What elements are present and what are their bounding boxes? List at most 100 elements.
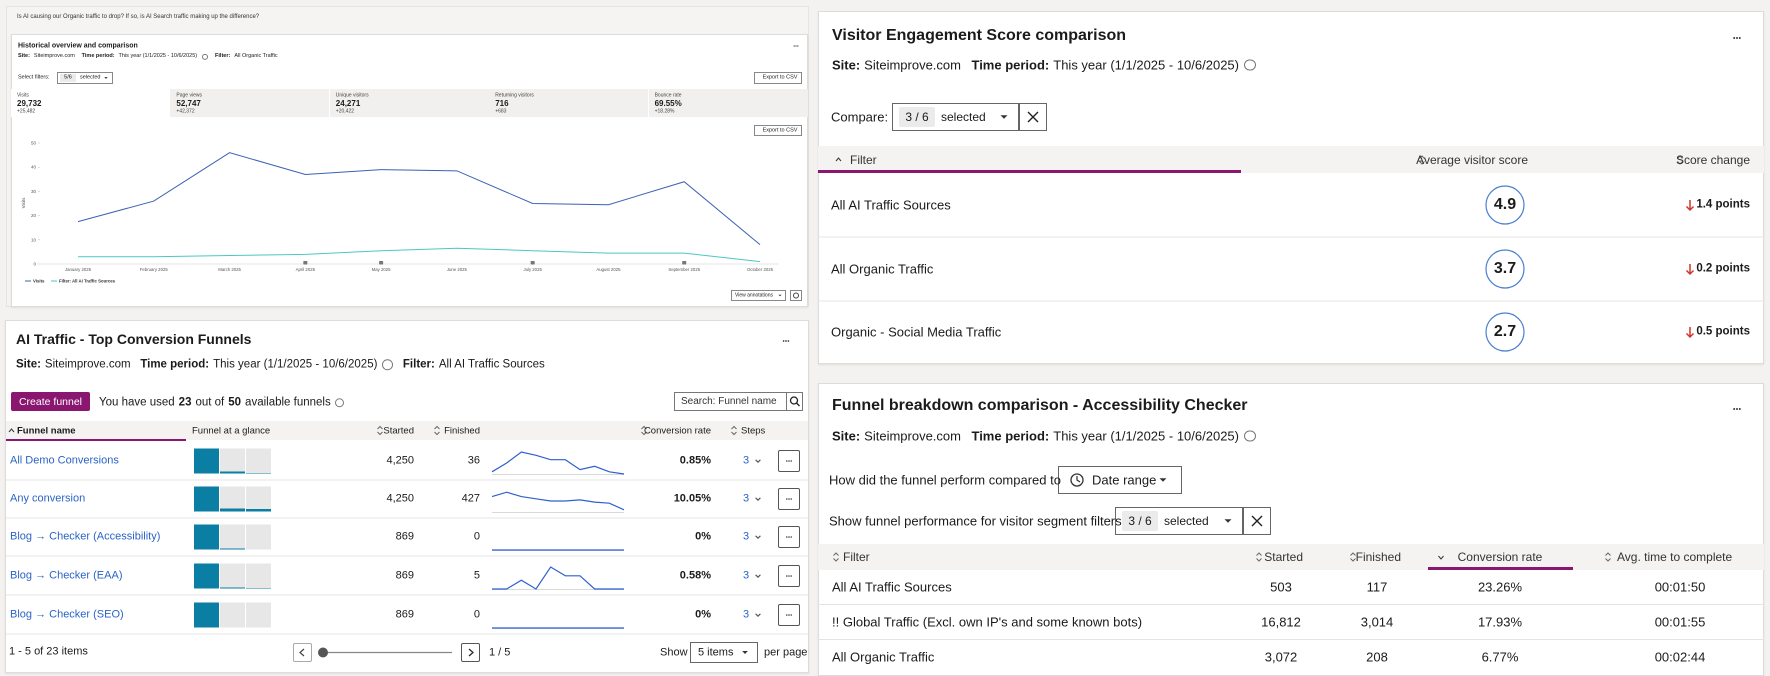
- chevron-icon: [755, 535, 761, 540]
- column-header: Conversion rate: [1457, 550, 1543, 564]
- legend-label: Visits: [33, 279, 45, 284]
- column-header: Score change: [1675, 153, 1750, 167]
- x-tick-label: July 2025: [523, 267, 542, 272]
- create-funnel-button[interactable]: [11, 392, 90, 411]
- breakdown-card: [818, 383, 1764, 676]
- filter-label: Filter:: [402, 358, 435, 371]
- funnel-name-link[interactable]: Any conversion: [10, 492, 86, 505]
- score-change: 0.5 points: [1696, 325, 1750, 338]
- prev-page-button[interactable]: [293, 643, 312, 662]
- glance-track: [246, 524, 271, 550]
- legend-label: Filter: All AI Traffic Sources: [59, 279, 116, 284]
- close-icon: [1251, 515, 1263, 527]
- metric-tile[interactable]: [489, 89, 649, 117]
- total: 50: [228, 396, 242, 409]
- per-page-dropdown[interactable]: [690, 642, 758, 663]
- column-header: Steps: [741, 424, 766, 436]
- sort-icon: [1256, 552, 1262, 562]
- x-tick-label: June 2025: [447, 267, 468, 272]
- menu-dot: [1736, 37, 1738, 39]
- next-page-button[interactable]: [461, 643, 480, 662]
- search-icon: [789, 396, 799, 405]
- funnel-name-link[interactable]: Blog → Checker (Accessibility): [10, 530, 161, 543]
- menu-dot: [793, 45, 795, 47]
- x-tick-label: October 2025: [747, 267, 774, 272]
- chevron-icon: [755, 613, 761, 618]
- metric-tile[interactable]: [11, 89, 170, 117]
- period-label: Time period:: [971, 428, 1050, 444]
- site-label: Site:: [16, 358, 41, 371]
- table-header: [6, 421, 808, 440]
- y-tick-label: 30: [31, 189, 37, 194]
- selection-chip: [1122, 511, 1158, 531]
- funnel-name-link[interactable]: Blog → Checker (EAA): [10, 569, 123, 582]
- steps-link[interactable]: 3: [742, 454, 750, 467]
- export-button[interactable]: [754, 72, 802, 84]
- meta-line: Site: Siteimprove.com Time period: This yea…: [18, 54, 278, 61]
- export-label[interactable]: Export to CSV: [762, 126, 798, 133]
- selection-count: 3 / 6: [1128, 514, 1152, 528]
- post: available funnels: [245, 396, 331, 409]
- conversion-rate: 10.05%: [673, 492, 711, 505]
- steps-link[interactable]: 3: [742, 569, 750, 582]
- pagination-range: 1 - 5 of 23 items: [9, 645, 88, 658]
- sort-icon: [641, 425, 647, 436]
- conversion-rate: 0.85%: [679, 454, 711, 467]
- create-funnel-label[interactable]: Create funnel: [18, 395, 83, 408]
- caret-icon: [1159, 478, 1167, 482]
- show-label: Show: [660, 646, 688, 658]
- meta-line: Site: Siteimprove.com Time period: This yea…: [16, 359, 545, 371]
- x-tick-label: September 2025: [668, 267, 700, 272]
- finished: 5: [473, 569, 480, 582]
- metric-value: 69.55%: [654, 99, 682, 108]
- export-label[interactable]: Export to CSV: [762, 74, 798, 81]
- metric-label: Returning visitors: [495, 92, 534, 99]
- filter-name: Organic - Social Media Traffic: [831, 324, 1002, 340]
- started: 4,250: [386, 492, 414, 505]
- table-cell: 23.26%: [1477, 579, 1523, 595]
- view-annotations-button[interactable]: [731, 290, 786, 301]
- used: 23: [178, 396, 192, 409]
- sort-icon: [1350, 552, 1356, 562]
- metric-tile[interactable]: [329, 89, 489, 117]
- site-label: Site:: [832, 428, 861, 444]
- settings-button[interactable]: [790, 290, 802, 301]
- steps-link[interactable]: 3: [742, 608, 750, 621]
- steps-link[interactable]: 3: [742, 530, 750, 543]
- sort-icon: [434, 425, 440, 436]
- period-label: Time period:: [140, 358, 210, 371]
- score-change: 1.4 points: [1696, 198, 1750, 211]
- glance-bar: [220, 548, 245, 550]
- score-badge: [1485, 249, 1525, 289]
- question: Is AI causing our Organic traffic to dro…: [17, 14, 260, 20]
- funnel-name-link[interactable]: All Demo Conversions: [10, 454, 119, 467]
- column-header: Finished: [1355, 550, 1401, 564]
- funnel-name-link[interactable]: Blog → Checker (SEO): [10, 608, 124, 621]
- table-cell: 00:01:50: [1654, 579, 1706, 595]
- metric-tile[interactable]: [648, 89, 808, 117]
- compare-label: Compare:: [831, 109, 889, 125]
- export-button[interactable]: [754, 125, 802, 136]
- column-header: Started: [383, 424, 414, 436]
- search-button[interactable]: [786, 392, 803, 411]
- view-annotations-label[interactable]: View annotations: [735, 292, 773, 298]
- metric-tile[interactable]: [170, 89, 330, 117]
- column-header: Conversion rate: [643, 424, 711, 436]
- y-axis-label: Visits: [21, 197, 26, 208]
- table-cell: 503: [1270, 579, 1292, 595]
- sort-desc-icon: [1438, 555, 1444, 560]
- menu-dot: [786, 498, 788, 500]
- card-title: AI Traffic - Top Conversion Funnels: [16, 331, 252, 347]
- per-page-value[interactable]: 5 items: [698, 646, 734, 658]
- sparkline: [491, 451, 625, 475]
- column-header: Funnel at a glance: [192, 424, 271, 436]
- per-page-label: per page: [764, 646, 808, 658]
- filter-name: All AI Traffic Sources: [831, 197, 951, 213]
- info-icon: [382, 359, 394, 371]
- period: This year (1/1/2025 - 10/6/2025): [1053, 428, 1239, 444]
- date-range-label[interactable]: Date range: [1092, 472, 1157, 488]
- period: This year (1/1/2025 - 10/6/2025): [1053, 57, 1239, 73]
- steps-link[interactable]: 3: [742, 492, 750, 505]
- table-cell: All AI Traffic Sources: [832, 579, 952, 595]
- select-filters-label: Select filters:: [18, 74, 50, 81]
